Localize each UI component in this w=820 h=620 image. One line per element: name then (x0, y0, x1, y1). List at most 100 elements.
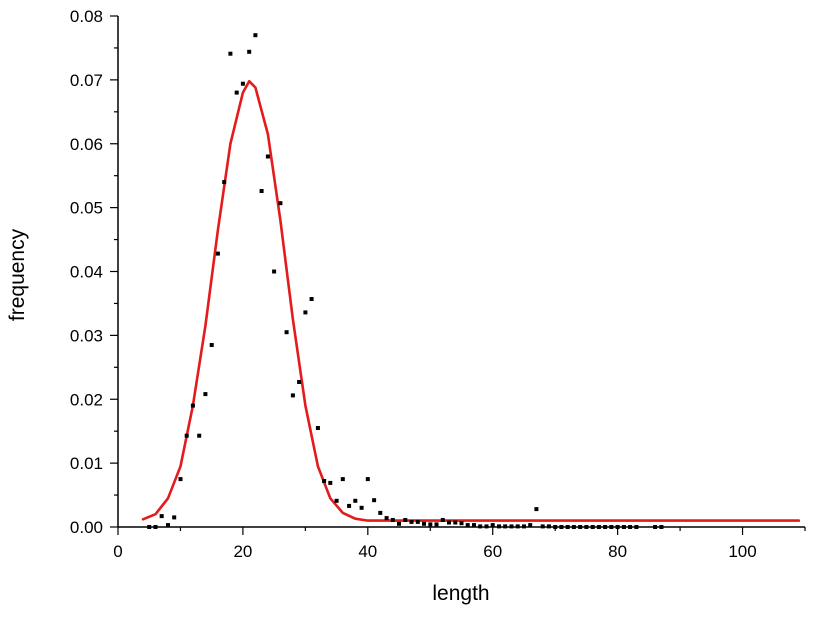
data-point (440, 518, 445, 522)
data-point (240, 81, 245, 86)
data-point (634, 525, 639, 529)
data-point (584, 525, 589, 529)
y-tick-label: 0.01 (70, 454, 103, 473)
data-point (478, 524, 483, 529)
data-point (322, 479, 327, 483)
data-point (353, 498, 358, 503)
x-tick-label: 20 (233, 542, 252, 561)
data-point (340, 477, 345, 482)
data-point (372, 498, 377, 503)
data-point (184, 433, 189, 438)
data-point (178, 477, 183, 482)
data-point (397, 521, 401, 526)
y-tick-label: 0.05 (70, 199, 103, 218)
data-point (509, 524, 514, 529)
data-point (265, 154, 270, 159)
data-point (490, 523, 495, 528)
data-point (365, 477, 370, 482)
data-points (147, 33, 664, 529)
data-point (603, 525, 608, 529)
data-point (328, 480, 333, 485)
y-tick-label: 0.07 (70, 71, 103, 90)
x-tick-label: 40 (358, 542, 377, 561)
data-point (615, 525, 620, 529)
x-tick-label: 100 (728, 542, 756, 561)
data-point (565, 525, 570, 529)
data-point (590, 525, 595, 529)
y-axis-ticks: 0.00 0.01 0.02 0.03 0.04 0.05 0.06 0.07 0.08 (70, 7, 118, 537)
data-point (172, 515, 177, 520)
fit-curve-group (141, 79, 801, 522)
axes (117, 16, 805, 528)
data-point (540, 524, 545, 529)
data-point (659, 525, 664, 529)
data-point (534, 507, 539, 512)
data-point (390, 518, 395, 522)
data-point (528, 523, 533, 528)
data-point (297, 380, 302, 384)
x-axis-title: length (432, 582, 489, 605)
x-tick-label: 80 (608, 542, 627, 561)
data-point (347, 503, 352, 508)
data-point (578, 525, 583, 529)
data-point (228, 51, 233, 56)
data-point (166, 523, 170, 528)
data-point (596, 525, 601, 529)
data-point (447, 520, 451, 525)
data-point (465, 523, 470, 528)
data-point (290, 393, 295, 398)
data-point (253, 33, 258, 38)
data-point (459, 521, 464, 526)
data-point (453, 520, 458, 525)
x-axis-ticks: 0 20 40 60 80 100 (113, 527, 806, 561)
data-point (415, 519, 420, 524)
data-point (571, 525, 576, 529)
data-point (247, 49, 252, 54)
y-tick-label: 0.08 (70, 7, 103, 26)
y-tick-label: 0.06 (70, 135, 103, 154)
x-tick-label: 0 (113, 542, 122, 561)
data-point (546, 524, 551, 529)
data-point (278, 201, 283, 206)
data-point (222, 180, 227, 185)
data-point (272, 269, 277, 274)
data-point (203, 392, 208, 397)
data-point (153, 525, 158, 529)
data-point (497, 524, 501, 529)
data-point (472, 523, 476, 528)
y-axis-title: frequency (6, 228, 29, 321)
y-tick-label: 0.03 (70, 326, 103, 345)
y-tick-label: 0.04 (70, 263, 103, 282)
y-tick-label: 0.00 (70, 518, 103, 537)
data-point (303, 310, 308, 315)
y-tick-label: 0.02 (70, 390, 103, 409)
data-point (503, 524, 508, 529)
data-point (209, 343, 214, 347)
data-point (522, 524, 526, 529)
data-point (403, 518, 408, 522)
data-point (628, 525, 633, 529)
x-tick-label: 60 (483, 542, 502, 561)
data-point (234, 90, 239, 95)
data-point (259, 189, 264, 193)
data-point (309, 297, 314, 301)
data-point (215, 251, 220, 256)
data-point (147, 525, 152, 529)
data-point (190, 403, 195, 408)
data-point (334, 498, 339, 503)
data-point (484, 524, 489, 529)
data-point (409, 519, 414, 524)
data-point (653, 525, 658, 529)
data-point (378, 510, 383, 515)
data-point (384, 516, 389, 521)
data-point (559, 525, 564, 529)
data-point (515, 524, 520, 529)
data-point (553, 525, 558, 529)
fit-curve (141, 79, 801, 522)
data-point (284, 330, 289, 335)
data-point (197, 433, 202, 438)
data-point (621, 525, 626, 529)
data-point (315, 426, 320, 430)
data-point (359, 505, 364, 510)
